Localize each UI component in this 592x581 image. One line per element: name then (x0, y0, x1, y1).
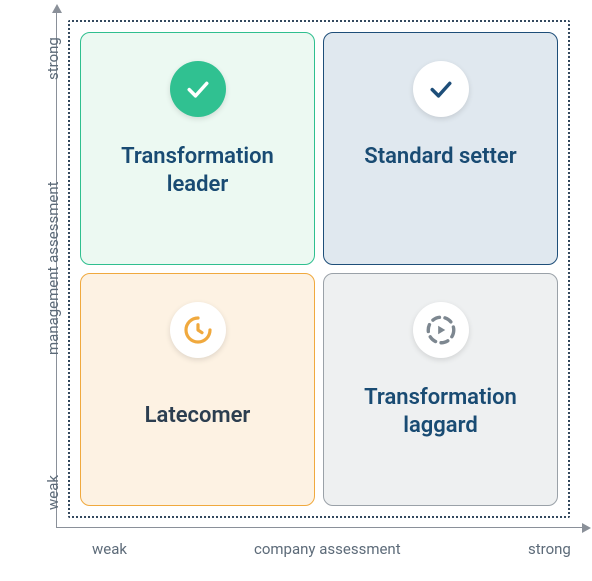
y-axis-title: management assessment (44, 181, 62, 355)
x-axis-max-label: strong (528, 540, 571, 558)
quadrant-grid: Transformation leader Standard setter La… (80, 32, 558, 506)
quadrant-label: Transformation leader (108, 143, 288, 198)
x-axis-min-label: weak (92, 540, 127, 558)
x-axis-title: company assessment (254, 540, 401, 558)
clock-icon (170, 302, 226, 358)
y-axis-arrow-icon (52, 4, 62, 13)
y-axis-min-label: weak (44, 475, 62, 510)
quadrant-transformation-laggard: Transformation laggard (323, 273, 558, 506)
quadrant-latecomer: Latecomer (80, 273, 315, 506)
check-icon (170, 61, 226, 117)
x-axis-line (56, 527, 584, 528)
y-axis-max-label: strong (44, 37, 62, 80)
quadrant-transformation-leader: Transformation leader (80, 32, 315, 265)
quadrant-label: Standard setter (364, 143, 516, 171)
quadrant-label: Latecomer (145, 402, 251, 430)
quadrant-standard-setter: Standard setter (323, 32, 558, 265)
x-axis-arrow-icon (582, 523, 591, 533)
check-icon (413, 61, 469, 117)
dashed-play-icon (413, 302, 469, 358)
quadrant-label: Transformation laggard (351, 384, 531, 439)
